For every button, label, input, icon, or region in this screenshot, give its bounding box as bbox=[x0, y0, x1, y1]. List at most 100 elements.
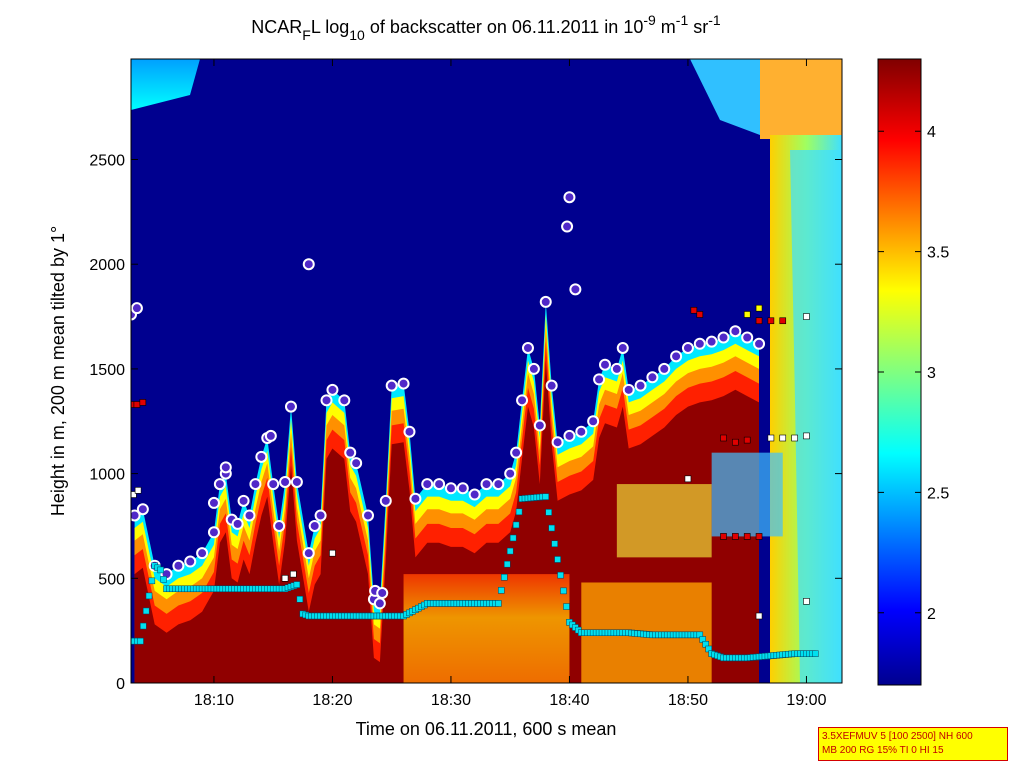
bl-top-marker bbox=[545, 379, 558, 392]
bl-top-marker bbox=[610, 362, 623, 375]
bl-top-marker bbox=[563, 429, 576, 442]
bl-top-marker bbox=[527, 362, 540, 375]
cyan-square-marker bbox=[296, 595, 304, 603]
cyan-square-marker bbox=[563, 603, 570, 610]
red-square-marker bbox=[732, 438, 739, 446]
yellow-square-marker bbox=[743, 311, 751, 318]
aerosol-top-marker bbox=[131, 302, 143, 315]
residual-layer bbox=[616, 484, 712, 558]
bl-top-marker bbox=[705, 335, 718, 348]
bl-top-marker bbox=[468, 488, 481, 501]
red-square-marker bbox=[755, 317, 763, 325]
bl-top-marker bbox=[362, 509, 374, 522]
yellow-square-marker bbox=[755, 304, 763, 312]
red-square-marker bbox=[732, 533, 739, 540]
bl-top-marker bbox=[243, 509, 256, 522]
bl-top-marker bbox=[290, 475, 303, 488]
bl-top-marker bbox=[207, 526, 220, 539]
residual-layer bbox=[403, 574, 570, 683]
bl-top-marker bbox=[255, 450, 268, 463]
bl-top-marker bbox=[403, 425, 416, 438]
cyan-square-marker bbox=[148, 577, 156, 585]
colorbar-tick-label: 3 bbox=[927, 365, 936, 382]
bl-top-marker bbox=[551, 436, 564, 449]
aerosol-top-marker bbox=[219, 461, 232, 474]
bl-top-marker bbox=[616, 341, 629, 354]
cyan-square-marker bbox=[515, 508, 523, 516]
y-axis-label: Height in m, 200 m mean tilted by 1° bbox=[48, 226, 68, 516]
bl-top-marker bbox=[681, 341, 694, 354]
cyan-square-marker bbox=[142, 607, 150, 615]
bl-top-marker bbox=[480, 478, 493, 491]
bl-top-marker bbox=[646, 371, 659, 384]
white-square-marker bbox=[131, 491, 137, 498]
y-tick-label: 2000 bbox=[89, 257, 125, 274]
plot-frame bbox=[130, 58, 843, 684]
x-axis: 18:10 18:20 18:30 18:40 18:50 19:00 bbox=[194, 59, 827, 709]
cyan-square-marker bbox=[506, 547, 514, 555]
bl-top-marker bbox=[492, 478, 505, 491]
bl-top-marker bbox=[338, 394, 351, 407]
cyan-square-marker bbox=[509, 534, 517, 542]
bl-top-marker bbox=[172, 559, 185, 572]
processing-info-box: 3.5XEFMUV 5 [100 2500] NH 600 MB 200 RG … bbox=[818, 727, 1008, 761]
white-square-marker bbox=[803, 432, 810, 440]
info-line-2: MB 200 RG 15% TI 0 HI 15 bbox=[822, 745, 944, 756]
red-square-marker bbox=[720, 434, 727, 442]
bl-top-marker bbox=[433, 478, 446, 491]
cyan-square-marker bbox=[293, 581, 301, 588]
cyan-square-marker bbox=[140, 622, 147, 630]
bl-top-marker bbox=[753, 337, 766, 350]
y-tick-label: 500 bbox=[98, 571, 125, 588]
y-tick-label: 1000 bbox=[89, 467, 125, 484]
bl-top-marker bbox=[510, 446, 523, 459]
cyan-square-marker bbox=[503, 560, 511, 568]
marker-layer bbox=[131, 191, 819, 662]
colorbar bbox=[877, 58, 922, 686]
x-tick-label: 19:00 bbox=[786, 692, 826, 709]
bl-top-marker bbox=[284, 400, 297, 413]
bl-top-marker bbox=[302, 547, 315, 560]
cyan-square-marker bbox=[501, 574, 508, 581]
white-square-marker bbox=[290, 570, 297, 578]
top-right-sky-cyan bbox=[690, 59, 760, 135]
bl-top-marker bbox=[379, 494, 392, 507]
colorbar-tick-label: 2 bbox=[927, 606, 936, 623]
aerosol-top-marker bbox=[207, 496, 220, 509]
white-square-marker bbox=[791, 434, 798, 442]
right-edge-cyan bbox=[790, 150, 842, 683]
aerosol-top-marker bbox=[264, 429, 277, 442]
bl-top-marker bbox=[350, 457, 363, 470]
residual-layer bbox=[711, 452, 783, 537]
cyan-square-marker bbox=[498, 587, 505, 594]
red-square-marker bbox=[743, 436, 751, 444]
cyan-square-marker bbox=[542, 493, 549, 500]
info-line-1: 3.5XEFMUV 5 [100 2500] NH 600 bbox=[822, 731, 973, 742]
aerosol-top-marker bbox=[569, 283, 582, 296]
bl-top-marker bbox=[231, 517, 244, 530]
bl-top-marker bbox=[444, 482, 457, 495]
white-square-marker bbox=[803, 313, 810, 320]
colorbar-tick-label: 2.5 bbox=[927, 485, 949, 502]
bl-top-marker bbox=[267, 478, 280, 491]
bl-top-marker bbox=[344, 446, 357, 459]
white-square-marker bbox=[803, 598, 810, 605]
cyan-square-marker bbox=[812, 650, 819, 657]
chart-title: NCARFL log10 of backscatter on 06.11.201… bbox=[251, 12, 721, 43]
cyan-square-marker bbox=[137, 637, 144, 645]
bl-top-marker bbox=[421, 478, 434, 491]
bl-top-marker bbox=[373, 597, 386, 610]
bl-top-marker bbox=[279, 475, 292, 488]
white-square-marker bbox=[134, 487, 142, 494]
bl-top-marker bbox=[521, 341, 534, 354]
bl-top-marker bbox=[741, 331, 754, 344]
bl-top-marker bbox=[326, 383, 339, 396]
bl-top-marker bbox=[409, 492, 422, 505]
bl-top-marker bbox=[504, 467, 517, 480]
white-square-marker bbox=[329, 549, 336, 557]
top-right-high-layer bbox=[760, 59, 842, 139]
bl-top-marker bbox=[213, 478, 226, 491]
colorbar-ticks: 2 2.5 3 3.5 4 bbox=[878, 124, 949, 623]
white-square-marker bbox=[755, 612, 763, 620]
cyan-square-marker bbox=[160, 576, 167, 583]
